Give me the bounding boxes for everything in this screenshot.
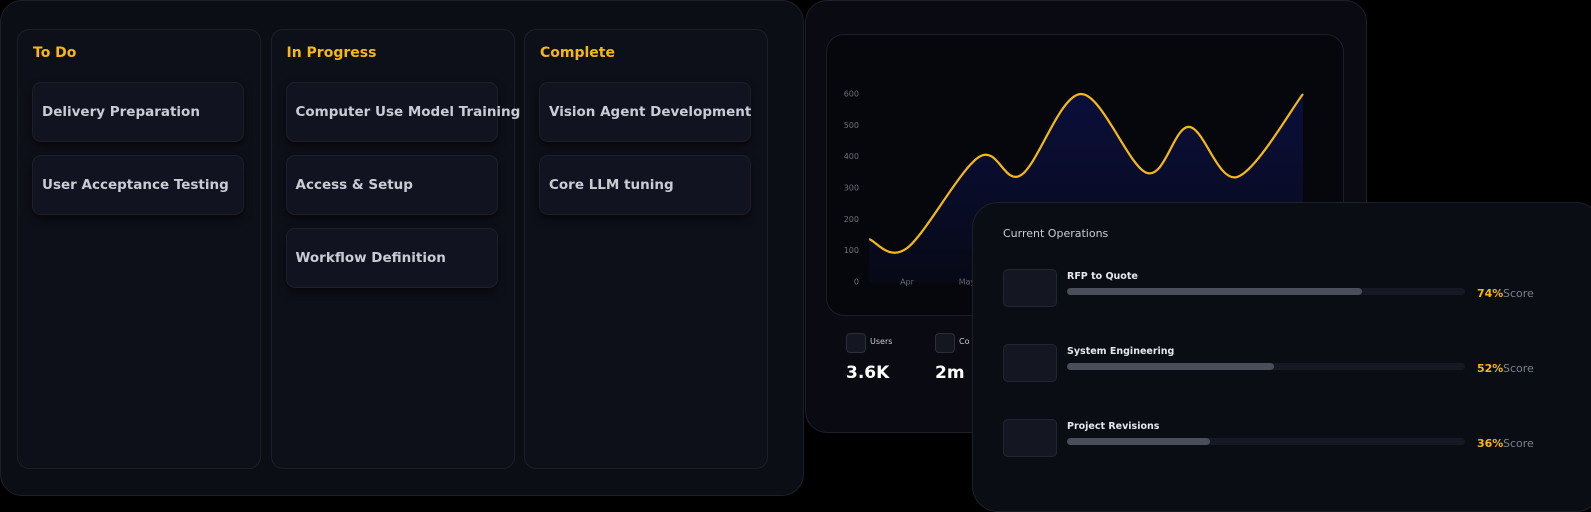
column-title: To Do <box>33 45 77 61</box>
y-tick-label: 500 <box>844 121 859 130</box>
operation-icon <box>1003 344 1057 382</box>
progress-track <box>1067 363 1465 370</box>
score-percent: 36% <box>1477 437 1504 450</box>
operation-name: System Engineering <box>1067 346 1175 357</box>
operations-panel: Current Operations RFP to Quote 74% Score S… <box>972 202 1591 512</box>
stat-value: 2m <box>935 363 965 383</box>
y-tick-label: 100 <box>844 246 859 255</box>
column-title: Complete <box>540 45 615 61</box>
score-unit: Score <box>1503 287 1534 300</box>
score-unit: Score <box>1503 362 1534 375</box>
task-card: Vision Agent Development <box>539 82 751 142</box>
line <box>868 92 1304 254</box>
kanban-column: Complete Vision Agent Development Core LLM… <box>524 29 768 469</box>
task-card: Computer Use Model Training <box>285 82 520 142</box>
task-card: User Acceptance Testing <box>32 155 244 215</box>
task-card: Workflow Definition <box>285 228 498 288</box>
task-card: Access & Setup <box>285 155 498 215</box>
progress-fill <box>1067 438 1211 445</box>
column-title: In Progress <box>286 45 377 61</box>
score-unit: Score <box>1503 437 1534 450</box>
score-percent: 52% <box>1477 362 1504 375</box>
progress-fill <box>1067 363 1274 370</box>
y-tick-label: 300 <box>844 184 859 193</box>
y-tick-label: 400 <box>844 152 859 161</box>
operation-icon <box>1003 419 1057 457</box>
stat-value: 3.6K <box>846 363 890 383</box>
kanban-column: To Do Delivery Preparation User Acceptance… <box>17 29 261 469</box>
progress-fill <box>1067 288 1362 295</box>
score-percent: 74% <box>1477 287 1504 300</box>
task-card: Delivery Preparation <box>32 82 244 142</box>
operation-icon <box>1003 269 1057 307</box>
y-tick-label: 600 <box>844 90 859 99</box>
operations-title: Current Operations <box>1003 227 1109 240</box>
progress-track <box>1067 288 1465 295</box>
operation-name: RFP to Quote <box>1067 271 1138 282</box>
progress-track <box>1067 438 1465 445</box>
stat-label: Co <box>959 337 970 346</box>
operation-name: Project Revisions <box>1067 421 1160 432</box>
kanban-board: To Do Delivery Preparation User Acceptance… <box>0 0 804 496</box>
y-tick-label: 0 <box>854 278 859 287</box>
task-card: Core LLM tuning <box>539 155 751 215</box>
y-tick-label: 200 <box>844 215 859 224</box>
kanban-column: In Progress Computer Use Model Training Ac… <box>270 29 520 469</box>
stat-label: Users <box>870 337 893 346</box>
stat-icon <box>846 333 866 353</box>
stat-icon <box>935 333 955 353</box>
